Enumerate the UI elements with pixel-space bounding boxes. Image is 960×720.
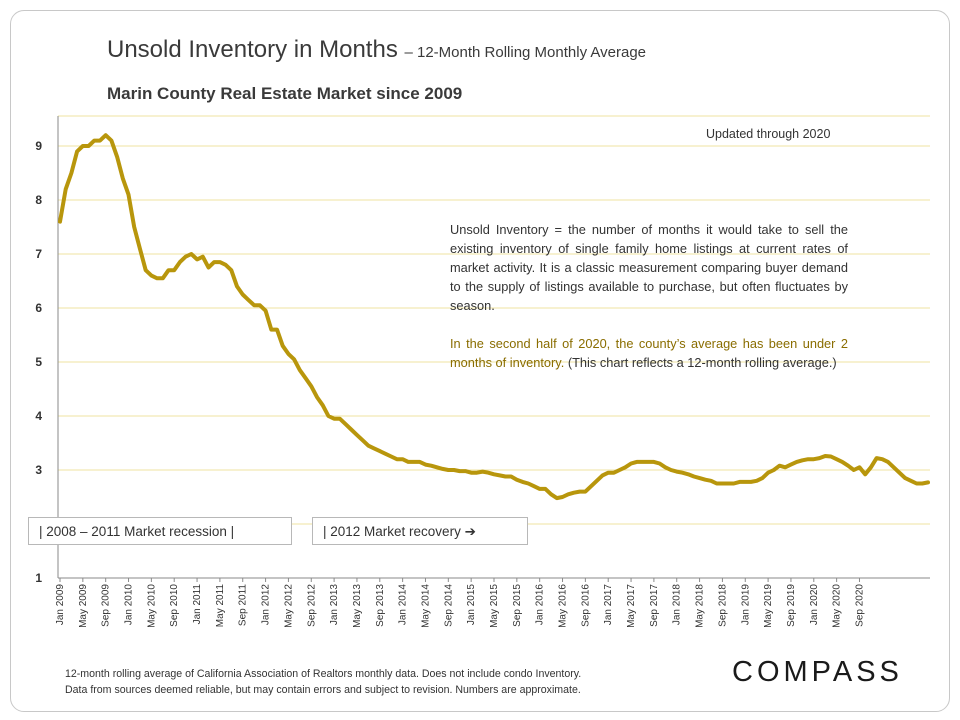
chart-title: Unsold Inventory in Months – 12-Month Ro…: [107, 36, 646, 64]
x-tick-label: May 2016: [558, 584, 569, 628]
chart-title-suffix: – 12-Month Rolling Monthly Average: [404, 44, 647, 61]
x-tick-label: Sep 2009: [101, 584, 112, 627]
note-paragraph-2: In the second half of 2020, the county’s…: [450, 334, 848, 372]
footer-notes: 12-month rolling average of California A…: [65, 666, 581, 698]
y-tick-1: 1: [35, 571, 42, 585]
x-tick-label: Jan 2017: [603, 584, 614, 626]
updated-note: Updated through 2020: [706, 127, 831, 141]
recovery-label: | 2012 Market recovery ➔: [312, 517, 528, 545]
x-tick-label: May 2017: [626, 584, 637, 628]
x-tick-label: May 2014: [420, 584, 431, 628]
compass-logo: COMPASS: [732, 656, 903, 688]
definition-note: Unsold Inventory = the number of months …: [450, 220, 848, 372]
y-tick-5: 5: [35, 355, 42, 369]
footer-line-2: Data from sources deemed reliable, but m…: [65, 684, 581, 696]
series-line-inventory: [58, 133, 930, 501]
y-tick-7: 7: [35, 247, 42, 261]
x-axis-ticks: Jan 2009 May 2009 Sep 2009 Jan 2010 May 2010…: [55, 578, 865, 628]
x-tick-label: Sep 2014: [443, 584, 454, 627]
x-tick-label: Jan 2013: [329, 584, 340, 626]
x-tick-label: Jan 2014: [398, 584, 409, 626]
x-tick-label: Jan 2015: [466, 584, 477, 626]
x-tick-label: Jan 2010: [124, 584, 135, 626]
x-tick-label: May 2013: [352, 584, 363, 628]
x-tick-label: Sep 2017: [649, 584, 660, 627]
x-tick-label: Jan 2018: [672, 584, 683, 626]
chart-title-main: Unsold Inventory in Months: [107, 36, 398, 63]
x-tick-label: Jan 2009: [55, 584, 66, 626]
x-tick-label: Sep 2016: [580, 584, 591, 627]
y-tick-4: 4: [35, 409, 42, 423]
x-tick-label: Jan 2016: [535, 584, 546, 626]
y-tick-9: 9: [35, 139, 42, 153]
x-tick-label: Jan 2011: [192, 584, 203, 625]
note-paragraph-1: Unsold Inventory = the number of months …: [450, 222, 848, 313]
x-tick-label: May 2010: [146, 584, 157, 628]
x-tick-label: May 2018: [695, 584, 706, 628]
x-tick-label: May 2012: [283, 584, 294, 628]
x-tick-label: Sep 2010: [169, 584, 180, 627]
x-tick-label: Jan 2019: [740, 584, 751, 626]
x-tick-label: Sep 2020: [854, 584, 865, 627]
x-tick-label: Sep 2012: [306, 584, 317, 627]
x-tick-label: May 2009: [78, 584, 89, 628]
x-tick-label: Sep 2015: [512, 584, 523, 627]
x-tick-label: May 2011: [215, 584, 226, 628]
x-tick-label: Sep 2013: [375, 584, 386, 627]
x-tick-label: Jan 2020: [809, 584, 820, 626]
y-axis-ticks: 1 3 4 5 6 7 8 9: [35, 139, 42, 585]
note-highlight: In the second half of 2020, the county’s…: [450, 336, 848, 370]
x-tick-label: Sep 2018: [717, 584, 728, 627]
recession-label: | 2008 – 2011 Market recession |: [28, 517, 292, 545]
chart-card: [10, 10, 950, 712]
chart-subtitle: Marin County Real Estate Market since 20…: [107, 84, 463, 103]
x-tick-label: Sep 2011: [238, 584, 249, 627]
footer-line-1: 12-month rolling average of California A…: [65, 668, 582, 680]
y-tick-8: 8: [35, 193, 42, 207]
y-tick-3: 3: [35, 463, 42, 477]
note-rest: (This chart reflects a 12-month rolling …: [564, 355, 837, 370]
x-tick-label: May 2015: [489, 584, 500, 628]
x-tick-label: Sep 2019: [786, 584, 797, 627]
x-tick-label: Jan 2012: [261, 584, 272, 626]
x-tick-label: May 2020: [832, 584, 843, 628]
series-group: [58, 133, 930, 501]
y-tick-6: 6: [35, 301, 42, 315]
x-tick-label: May 2019: [763, 584, 774, 628]
